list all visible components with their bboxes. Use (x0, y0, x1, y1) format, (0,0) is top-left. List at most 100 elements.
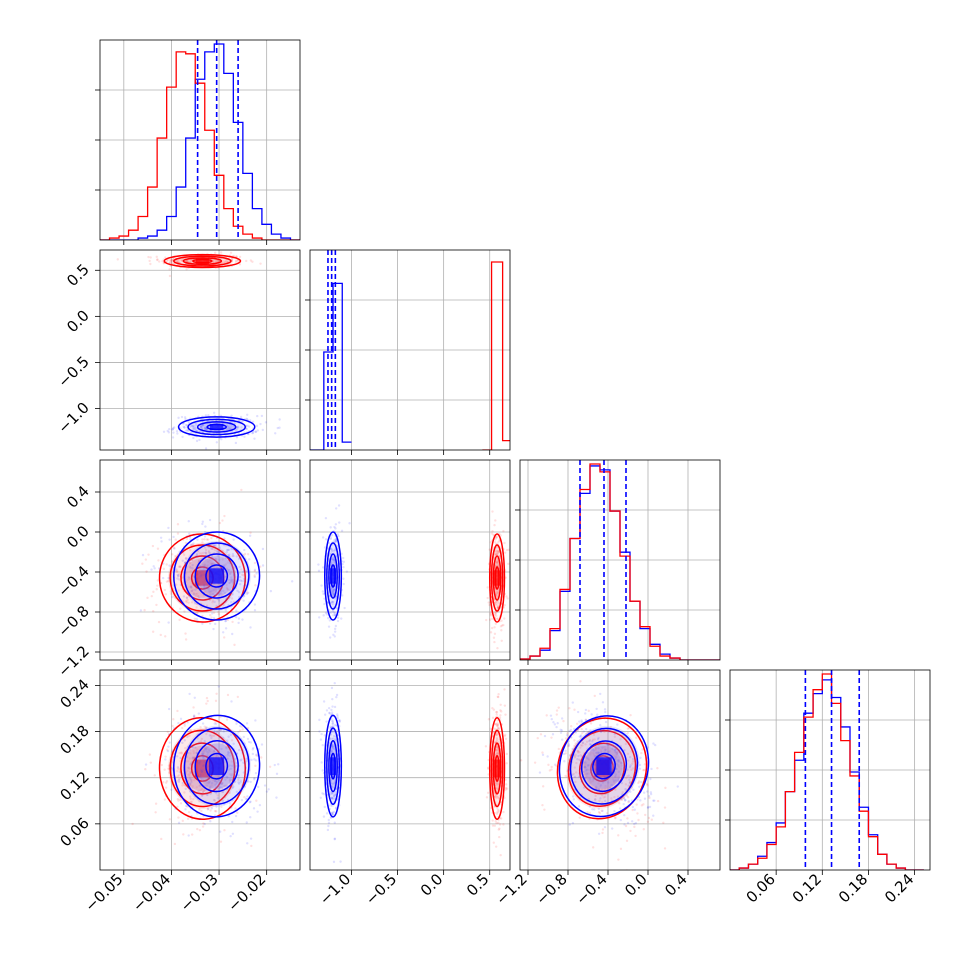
density-peak-blue (596, 757, 612, 776)
histogram-panel-3 (515, 459, 721, 665)
contour-blue-3 (569, 727, 639, 805)
scatter-panel-1-4 (95, 669, 301, 875)
x-tick-label: 0.0 (417, 870, 447, 900)
panel-frame (519, 669, 721, 871)
density-peak-blue (209, 757, 225, 776)
contour-blue-4 (323, 714, 343, 818)
contour-red-4 (488, 533, 506, 623)
y-tick-label: 0.06 (56, 814, 92, 850)
y-tick-label: −0.5 (54, 353, 92, 391)
contour-blue-1 (592, 752, 616, 780)
y-tick-label: 0.5 (63, 260, 93, 290)
contour-red-2 (492, 555, 502, 601)
x-tick-label: 0.5 (463, 870, 493, 900)
contour-red-2 (578, 742, 626, 795)
density-peak-blue (330, 568, 337, 584)
density-peak-red (494, 570, 501, 586)
y-tick-label: 0.18 (56, 722, 92, 758)
contour-blue-1 (330, 564, 336, 588)
scatter-panel-1-2 (95, 249, 301, 455)
scatter-panel-2-4 (305, 669, 511, 875)
density-peak-blue (330, 757, 337, 776)
panel-frame (99, 459, 301, 661)
histogram-panel-1 (95, 39, 301, 245)
x-tick-label: −0.5 (362, 870, 400, 908)
x-tick-label: −0.8 (532, 870, 570, 908)
x-tick-label: 0.24 (881, 870, 917, 906)
contour-blue-4 (558, 715, 650, 818)
scatter-panel-3-4 (515, 669, 721, 875)
x-tick-label: 0.0 (621, 870, 651, 900)
density-peak-blue (210, 423, 224, 430)
y-tick-label: −1.0 (54, 399, 92, 437)
panel-frame (309, 669, 511, 871)
density-peak-red (195, 258, 210, 265)
panel-frame (99, 669, 301, 871)
x-tick-label: 0.12 (789, 870, 825, 906)
density-peak-blue (209, 568, 225, 584)
contour-red-4 (556, 717, 648, 820)
histogram-panel-4 (725, 669, 931, 875)
x-tick-label: 0.18 (835, 870, 871, 906)
histogram-red-step (520, 463, 720, 660)
y-tick-label: −0.8 (54, 602, 92, 640)
contour-blue-4 (173, 531, 261, 621)
contour-red-3 (567, 729, 637, 807)
contour-red-2 (182, 257, 223, 266)
contour-blue-3 (326, 542, 341, 610)
contour-red-1 (590, 755, 614, 782)
contour-red-4 (158, 716, 247, 820)
contour-red-4 (163, 253, 242, 269)
histogram-blue-step (310, 282, 352, 450)
histogram-blue-step (730, 679, 924, 870)
contour-red-1 (192, 258, 213, 264)
x-tick-label: 0.4 (661, 870, 691, 900)
contour-red-3 (490, 544, 504, 612)
y-tick-label: 0.4 (63, 482, 93, 512)
x-tick-label: −0.05 (81, 870, 126, 915)
scatter-panel-1-3 (95, 459, 301, 665)
contour-blue-2 (196, 421, 237, 433)
contour-red-4 (158, 533, 247, 623)
x-tick-label: 0.06 (743, 870, 779, 906)
contour-red-3 (169, 729, 236, 808)
histogram-red-step (730, 673, 924, 870)
scatter-panel-2-3 (305, 459, 511, 665)
contour-blue-3 (183, 542, 250, 610)
density-peak-red (494, 759, 501, 778)
contour-blue-4 (323, 531, 343, 621)
contour-blue-1 (205, 752, 229, 780)
contour-blue-2 (194, 740, 239, 793)
panel-frame (309, 459, 511, 661)
y-tick-label: −0.4 (54, 562, 92, 600)
histogram-blue-step (100, 43, 300, 240)
contour-blue-1 (206, 423, 227, 431)
y-tick-label: 0.24 (56, 675, 92, 711)
y-tick-label: 0.0 (63, 522, 93, 552)
contour-blue-4 (173, 714, 261, 818)
x-tick-label: −1.0 (316, 870, 354, 908)
histogram-red-step (482, 261, 510, 450)
contour-blue-4 (177, 416, 256, 438)
contour-red-4 (488, 716, 506, 820)
x-tick-label: −0.04 (129, 870, 174, 915)
contour-blue-2 (580, 740, 628, 793)
contour-blue-2 (328, 553, 338, 599)
contour-blue-2 (194, 553, 239, 599)
contour-red-1 (494, 755, 500, 782)
y-tick-label: −1.2 (54, 642, 92, 680)
contour-red-3 (490, 729, 504, 808)
x-tick-label: −0.4 (572, 870, 610, 908)
x-tick-label: −0.03 (177, 870, 222, 915)
contour-red-3 (173, 255, 232, 267)
y-tick-label: 0.0 (63, 306, 93, 336)
panel-frame (99, 249, 301, 451)
x-tick-label: −0.02 (224, 870, 269, 915)
contour-red-1 (494, 566, 500, 590)
contour-red-3 (169, 544, 236, 612)
contour-blue-1 (205, 564, 229, 588)
histogram-panel-2 (305, 249, 511, 455)
contour-red-2 (492, 742, 502, 795)
